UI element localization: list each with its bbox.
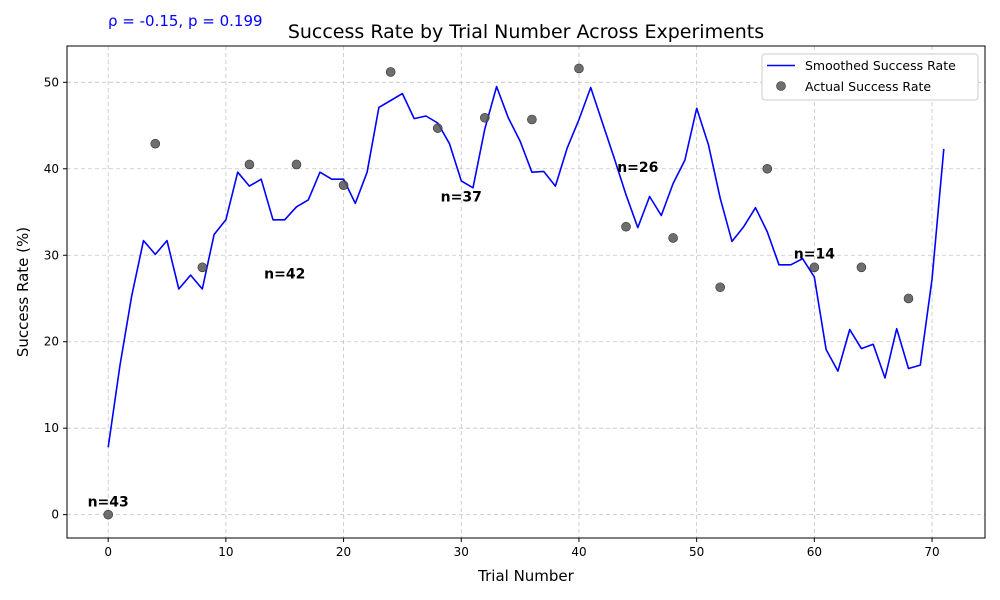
actual-success-point [574,63,584,74]
y-axis-label: Success Rate (%) [14,227,32,357]
x-tick-label: 0 [104,545,112,559]
legend-box [761,53,979,101]
actual-success-point [762,163,773,174]
actual-success-point [432,123,443,133]
correlation-stat: ρ = -0.15, p = 0.199 [108,12,263,30]
actual-success-point [244,159,255,170]
actual-success-point [527,114,537,125]
smoothed-success-line [107,85,945,448]
legend: Smoothed Success Rate Actual Success Rat… [761,53,979,101]
y-tick-label: 20 [44,335,59,349]
x-tick-label: 30 [454,545,469,559]
annotations: n=43 n=42 n=37 n=26 n=14 [88,160,836,511]
actual-success-point [480,112,490,123]
actual-success-point [715,282,725,293]
sample-size-annotation: n=42 [264,266,305,282]
sample-size-annotation: n=26 [617,160,658,176]
y-tick-label: 10 [44,421,59,435]
actual-success-point [809,262,820,273]
actual-success-point [291,159,302,170]
x-tick-label: 70 [924,545,939,559]
x-axis-label: Trial Number [477,567,575,585]
legend-scatter-swatch [776,81,786,91]
x-tick-label: 40 [571,545,586,559]
y-tick-label: 50 [44,75,59,89]
actual-success-point [621,221,631,232]
actual-success-point [338,180,349,191]
x-axis-ticks: 0 10 20 30 40 50 60 70 [104,538,940,559]
actual-success-point [856,262,867,273]
line-series [107,85,945,448]
sample-size-annotation: n=14 [794,247,835,263]
sample-size-annotation: n=37 [441,189,482,205]
legend-label-line: Smoothed Success Rate [805,58,956,73]
chart-title: Success Rate by Trial Number Across Expe… [288,21,764,43]
y-tick-label: 40 [44,162,59,176]
actual-success-point [385,67,396,77]
x-tick-label: 60 [807,545,822,559]
y-tick-label: 30 [44,248,59,262]
plot-frame [66,45,986,539]
legend-label-scatter: Actual Success Rate [805,79,931,94]
actual-success-point [150,138,161,149]
actual-success-point [103,509,113,520]
actual-success-point [903,293,914,304]
x-tick-label: 20 [336,545,351,559]
y-tick-label: 0 [51,508,59,522]
x-tick-label: 10 [218,545,233,559]
sample-size-annotation: n=43 [88,495,129,511]
actual-success-point [197,262,208,273]
actual-success-point [668,233,678,243]
y-axis-ticks: 0 10 20 30 40 50 [44,75,67,522]
scatter-series [103,63,914,520]
grid [67,46,985,538]
x-tick-label: 50 [689,545,704,559]
